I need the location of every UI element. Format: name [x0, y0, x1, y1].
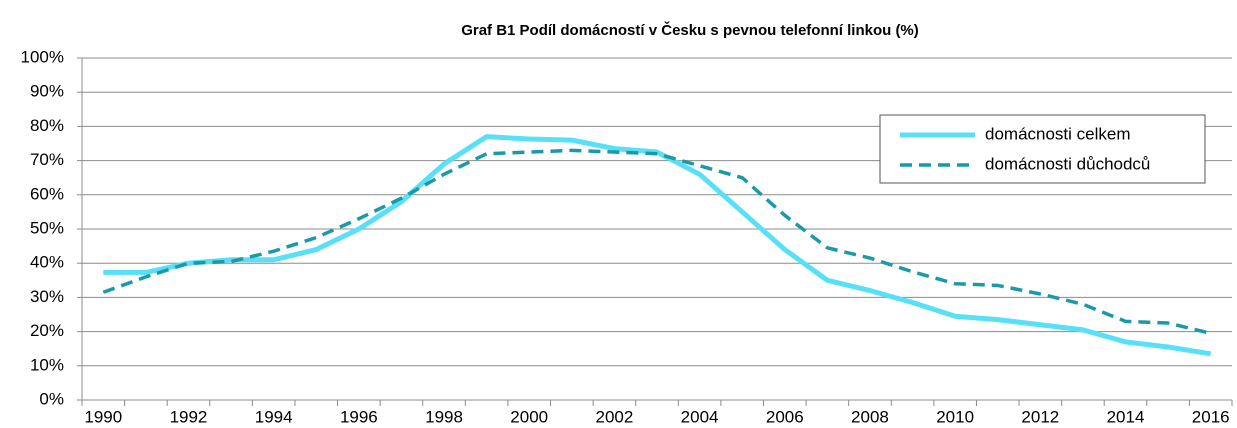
y-tick-label: 40% — [30, 253, 64, 272]
y-tick-label: 80% — [30, 116, 64, 135]
x-tick-label: 2014 — [1107, 407, 1145, 426]
x-tick-label: 2004 — [681, 407, 719, 426]
y-tick-label: 100% — [21, 47, 64, 66]
y-tick-label: 60% — [30, 184, 64, 203]
x-tick-label: 1994 — [255, 407, 293, 426]
x-tick-label: 2006 — [766, 407, 804, 426]
legend-label: domácnosti důchodců — [985, 154, 1150, 173]
legend-box — [879, 114, 1206, 184]
x-tick-label: 1998 — [425, 407, 463, 426]
x-tick-label: 2000 — [510, 407, 548, 426]
y-tick-label: 30% — [30, 287, 64, 306]
y-tick-label: 20% — [30, 321, 64, 340]
x-tick-label: 1996 — [340, 407, 378, 426]
legend-label: domácnosti celkem — [985, 124, 1131, 143]
y-tick-label: 10% — [30, 355, 64, 374]
y-tick-label: 0% — [39, 389, 64, 408]
x-tick-label: 2002 — [595, 407, 633, 426]
y-tick-label: 50% — [30, 218, 64, 237]
x-tick-label: 2012 — [1021, 407, 1059, 426]
y-tick-label: 90% — [30, 82, 64, 101]
x-tick-label: 1992 — [170, 407, 208, 426]
x-tick-label: 2010 — [936, 407, 974, 426]
x-tick-label: 2008 — [851, 407, 889, 426]
series-line — [102, 148, 1212, 336]
x-tick-label: 1990 — [84, 407, 122, 426]
x-tick-label: 2016 — [1192, 407, 1230, 426]
y-tick-label: 70% — [30, 150, 64, 169]
chart-title: Graf B1 Podíl domácností v Česku s pevno… — [461, 21, 919, 39]
